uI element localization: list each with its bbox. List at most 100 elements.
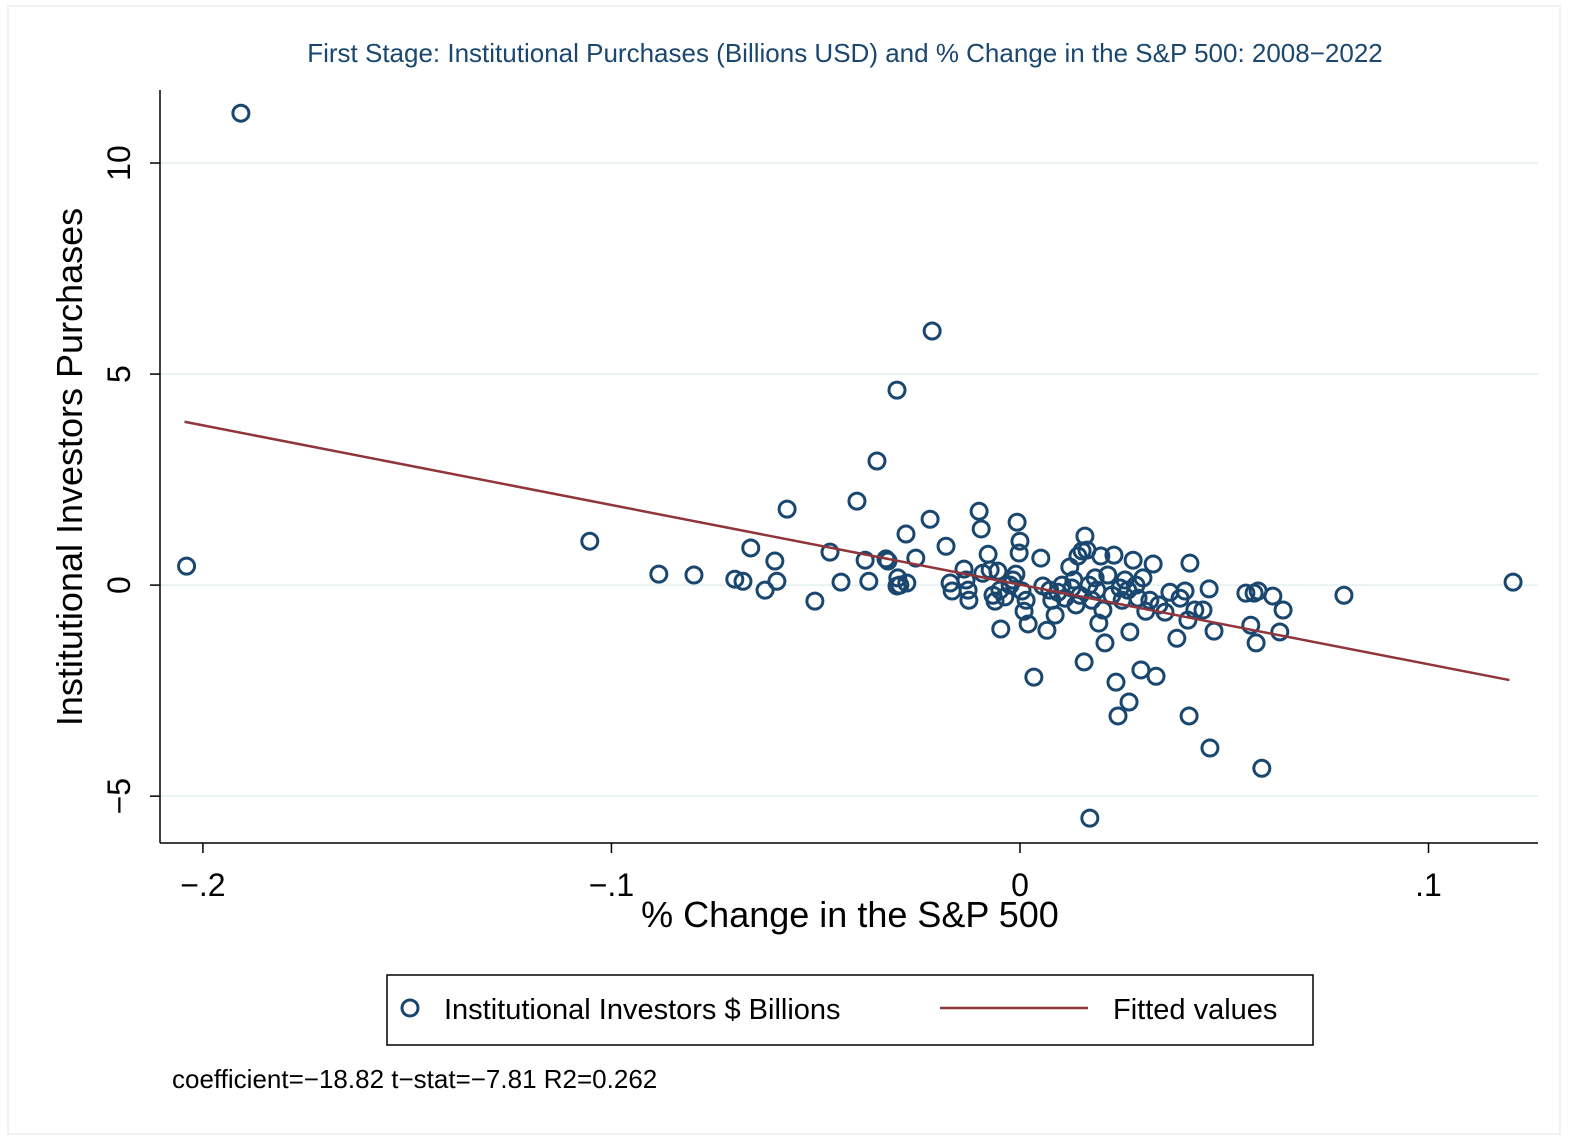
- x-tick-label: −.2: [180, 867, 225, 903]
- scatter-point: [1012, 581, 1032, 601]
- scatter-point: [733, 571, 753, 591]
- scatter-point: [820, 542, 840, 562]
- scatter-point: [887, 380, 907, 400]
- scatter-point: [847, 491, 867, 511]
- scatter-point: [765, 551, 785, 571]
- scatter-point: [1080, 808, 1100, 828]
- scatter-point: [684, 565, 704, 585]
- scatter-point: [1104, 545, 1124, 565]
- scatter-point: [1246, 633, 1266, 653]
- scatter-point: [1167, 628, 1187, 648]
- scatter-point: [985, 591, 1005, 611]
- y-tick-label: −5: [101, 778, 137, 814]
- scatter-point: [1252, 758, 1272, 778]
- scatter-point: [1133, 568, 1153, 588]
- scatter-point: [1193, 600, 1213, 620]
- y-axis-label: Institutional Investors Purchases: [49, 208, 90, 726]
- scatter-point: [649, 564, 669, 584]
- scatter-point: [1179, 706, 1199, 726]
- y-tick-label: 0: [101, 576, 137, 594]
- scatter-point: [855, 550, 875, 570]
- scatter-point: [1018, 614, 1038, 634]
- scatter-point: [1503, 572, 1523, 592]
- scatter-point: [1146, 666, 1166, 686]
- scatter-point: [1024, 667, 1044, 687]
- scatter-point: [1263, 586, 1283, 606]
- y-tick-label: 5: [101, 365, 137, 383]
- scatter-point: [859, 571, 879, 591]
- scatter-point: [1180, 553, 1200, 573]
- scatter-point: [231, 103, 251, 123]
- scatter-point: [1091, 546, 1111, 566]
- scatter-point: [1119, 692, 1139, 712]
- scatter-point: [1106, 672, 1126, 692]
- scatter-point: [1009, 543, 1029, 563]
- scatter-point: [991, 619, 1011, 639]
- scatter-point: [920, 509, 940, 529]
- scatter-point: [1120, 622, 1140, 642]
- x-tick-label: .1: [1415, 867, 1442, 903]
- scatter-point: [725, 569, 745, 589]
- scatter-point: [177, 556, 197, 576]
- scatter-point: [1175, 581, 1195, 601]
- legend-label: Institutional Investors $ Billions: [444, 994, 841, 1026]
- scatter-point: [755, 580, 775, 600]
- scatter-point: [954, 559, 974, 579]
- scatter-point: [1270, 622, 1290, 642]
- chart-title: First Stage: Institutional Purchases (Bi…: [307, 38, 1383, 68]
- scatter-point: [1006, 564, 1026, 584]
- scatter-point: [777, 499, 797, 519]
- scatter-point: [971, 519, 991, 539]
- scatter-point: [805, 591, 825, 611]
- scatter-point: [1010, 531, 1030, 551]
- scatter-point: [1273, 600, 1293, 620]
- scatter-point: [1074, 652, 1094, 672]
- scatter-point: [1108, 706, 1128, 726]
- scatter-point: [1037, 620, 1057, 640]
- scatter-point: [969, 501, 989, 521]
- scatter-point: [767, 571, 787, 591]
- scatter-point: [1098, 565, 1118, 585]
- scatter-point: [906, 548, 926, 568]
- scatter-point: [1115, 570, 1135, 590]
- x-tick-label: 0: [1011, 867, 1029, 903]
- scatter-point: [1016, 590, 1036, 610]
- scatter-point: [1140, 590, 1160, 610]
- annotation: coefficient=−18.82 t−stat=−7.81 R2=0.262: [172, 1064, 657, 1094]
- scatter-point: [1200, 738, 1220, 758]
- scatter-point: [1014, 601, 1034, 621]
- scatter-point: [1241, 615, 1261, 635]
- legend-box: [386, 974, 1314, 1046]
- scatter-point: [956, 570, 976, 590]
- scatter-point: [897, 573, 917, 593]
- scatter-point: [1131, 660, 1151, 680]
- scatter-point: [580, 531, 600, 551]
- scatter-point: [922, 321, 942, 341]
- scatter-point: [1236, 583, 1256, 603]
- scatter-point: [1075, 526, 1095, 546]
- scatter-point: [896, 524, 916, 544]
- x-tick-label: −.1: [589, 867, 634, 903]
- scatter-point: [1334, 585, 1354, 605]
- scatter-point: [831, 572, 851, 592]
- scatter-point: [1007, 512, 1027, 532]
- scatter-point: [1085, 568, 1105, 588]
- scatter-point: [867, 451, 887, 471]
- scatter-point: [936, 536, 956, 556]
- scatter-point: [1123, 550, 1143, 570]
- scatter-point: [1199, 579, 1219, 599]
- scatter-point: [1143, 554, 1163, 574]
- y-tick-label: 10: [101, 145, 137, 181]
- scatter-point: [959, 590, 979, 610]
- fitted-line: [184, 420, 1510, 682]
- legend-marker: [400, 998, 420, 1018]
- scatter-point: [741, 538, 761, 558]
- scatter-point: [1045, 605, 1065, 625]
- scatter-point: [1031, 548, 1051, 568]
- scatter-point: [1095, 633, 1115, 653]
- legend-label: Fitted values: [1113, 994, 1277, 1026]
- frame: [7, 5, 1561, 1135]
- scatter-point: [958, 580, 978, 600]
